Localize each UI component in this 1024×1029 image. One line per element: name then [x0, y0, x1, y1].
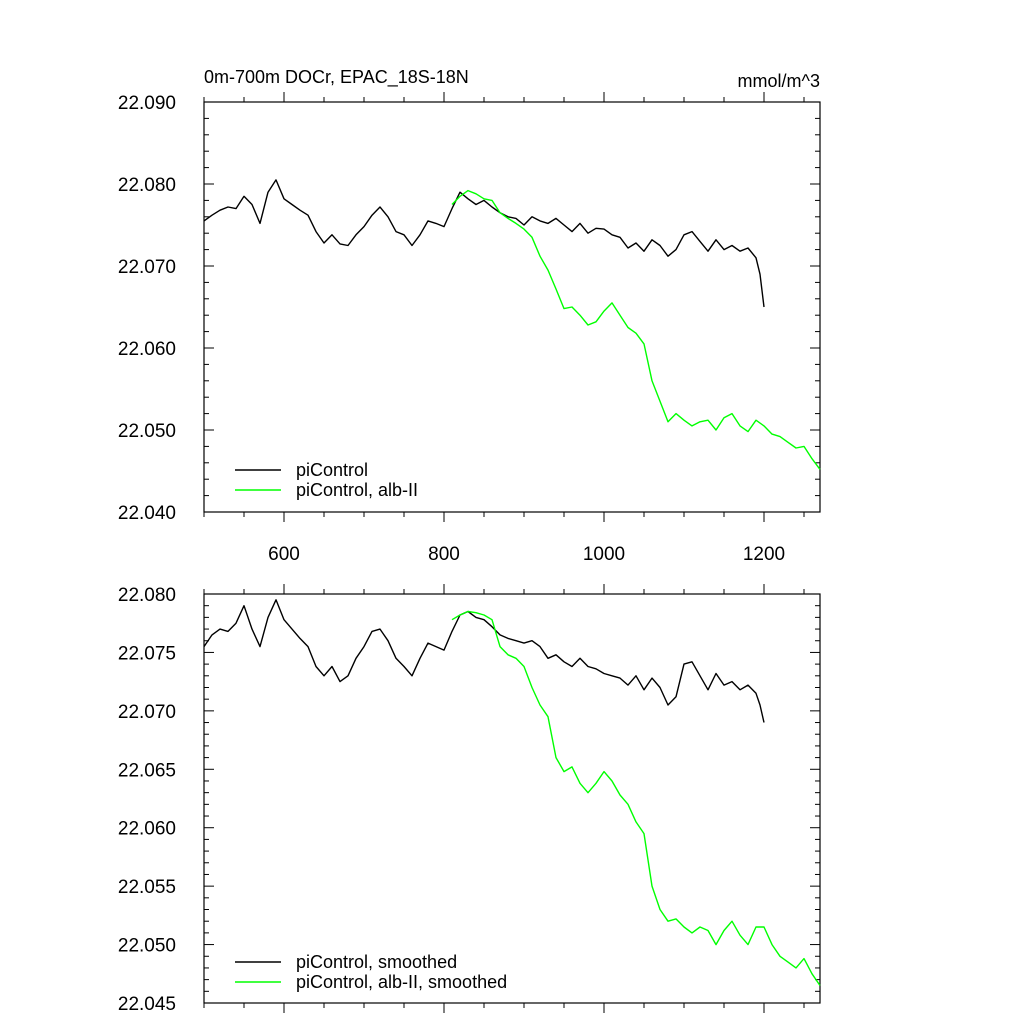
y-tick-label: 22.060: [118, 819, 176, 840]
x-tick-label: 1200: [743, 544, 785, 565]
legend-label-alb-II-smoothed: piControl, alb-II, smoothed: [296, 972, 507, 992]
y-tick-label: 22.080: [118, 175, 176, 196]
y-tick-label: 22.070: [118, 702, 176, 723]
x-tick-label: 1000: [583, 544, 625, 565]
y-tick-label: 22.090: [118, 93, 176, 114]
chart-title: 0m-700m DOCr, EPAC_18S-18N: [204, 67, 469, 88]
series-line-picontrol-alb-ii: [451, 610, 821, 986]
legend-label-piControl-smoothed: piControl, smoothed: [296, 952, 457, 972]
legend: piControl piControl, alb-II: [235, 460, 418, 500]
y-tick-label: 22.050: [118, 421, 176, 442]
y-tick-label: 22.060: [118, 339, 176, 360]
y-tick-label: 22.065: [118, 760, 176, 781]
y-tick-label: 22.045: [118, 994, 176, 1015]
y-tick-label: 22.040: [118, 503, 176, 524]
plot-frame: [203, 101, 821, 513]
legend-label-alb-II: piControl, alb-II: [296, 480, 418, 500]
units-label: mmol/m^3: [738, 71, 820, 91]
series-line-picontrol-alb-ii: [451, 189, 821, 470]
series-line-picontrol: [203, 599, 765, 723]
y-tick-label: 22.070: [118, 257, 176, 278]
series-line-picontrol: [203, 179, 765, 308]
y-tick-label: 22.055: [118, 877, 176, 898]
legend-label-piControl: piControl: [296, 460, 368, 480]
legend-smoothed: piControl, smoothed piControl, alb-II, s…: [235, 952, 507, 992]
top-panel: 0m-700m DOCr, EPAC_18S-18N mmol/m^3 22.0…: [118, 67, 821, 565]
x-tick-label: 800: [428, 544, 460, 565]
plot-frame: [203, 593, 821, 1004]
x-tick-label: 600: [268, 544, 300, 565]
y-tick-label: 22.050: [118, 936, 176, 957]
bottom-panel: 22.045 22.050 22.055 22.060 22.065 22.070 22.0…: [118, 584, 821, 1015]
y-tick-label: 22.075: [118, 643, 176, 664]
y-tick-label: 22.080: [118, 585, 176, 606]
